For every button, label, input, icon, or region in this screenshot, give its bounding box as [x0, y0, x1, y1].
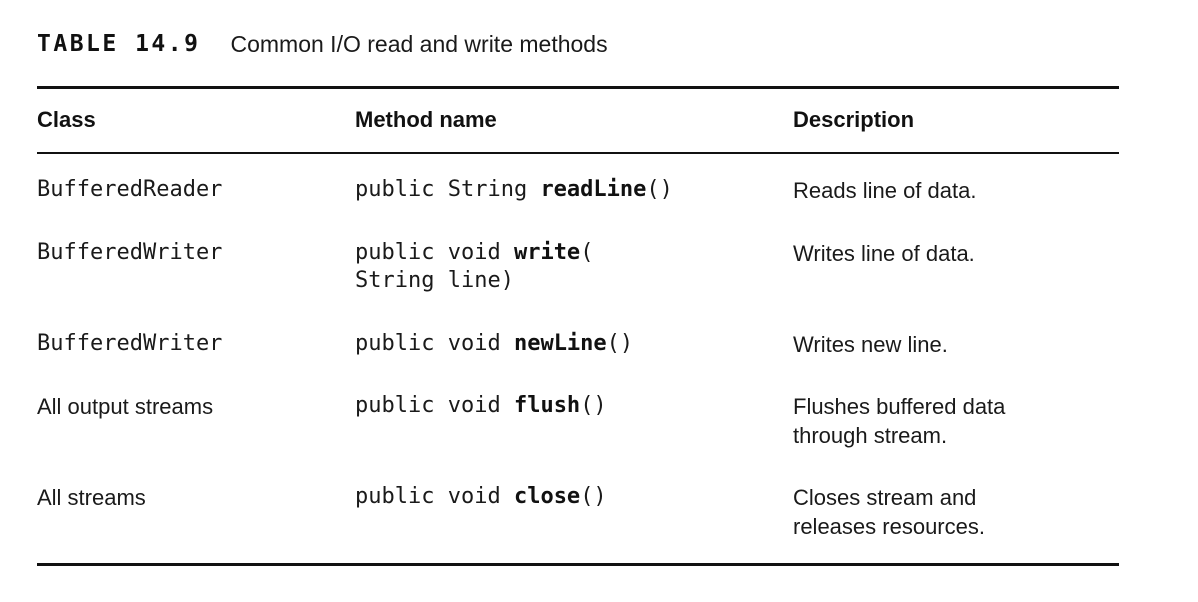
- cell-class: BufferedWriter: [37, 240, 223, 265]
- method-name: write: [513, 240, 581, 265]
- table-row: All streams public void close() Closes s…: [37, 483, 1119, 547]
- cell-class: All streams: [37, 485, 146, 510]
- cell-class: BufferedReader: [37, 177, 223, 202]
- table-number: TABLE 14.9: [37, 31, 201, 57]
- method-name: readLine: [540, 177, 647, 202]
- table-bottom-rule: [37, 563, 1119, 566]
- table-row: BufferedWriter public void newLine() Wri…: [37, 330, 1119, 370]
- cell-description: Writes line of data.: [793, 241, 975, 266]
- table-row: BufferedReader public String readLine() …: [37, 176, 1119, 216]
- header-description: Description: [793, 107, 915, 132]
- cell-method: public String readLine(): [355, 177, 673, 202]
- table-header-row: Class Method name Description: [37, 104, 1119, 136]
- cell-class: BufferedWriter: [37, 331, 223, 356]
- cell-description: Flushes buffered data through stream.: [793, 394, 1006, 448]
- method-name: newLine: [513, 331, 607, 356]
- table-caption: TABLE 14.9 Common I/O read and write met…: [37, 26, 608, 62]
- table-row: All output streams public void flush() F…: [37, 392, 1119, 456]
- table-title: Common I/O read and write methods: [230, 30, 608, 57]
- cell-method: public void newLine(): [355, 331, 634, 356]
- cell-description: Writes new line.: [793, 332, 948, 357]
- cell-method: public void flush(): [355, 393, 607, 418]
- table-header-rule: [37, 152, 1119, 154]
- method-name: flush: [513, 393, 581, 418]
- cell-class: All output streams: [37, 394, 214, 419]
- table-row: BufferedWriter public void write(String …: [37, 239, 1119, 303]
- header-class: Class: [37, 107, 96, 132]
- cell-method: public void write(String line): [355, 240, 594, 293]
- method-name: close: [513, 484, 581, 509]
- header-method-name: Method name: [355, 107, 497, 132]
- cell-description: Reads line of data.: [793, 178, 977, 203]
- table-top-rule: [37, 86, 1119, 89]
- cell-method: public void close(): [355, 484, 607, 509]
- cell-description: Closes stream and releases resources.: [793, 485, 985, 539]
